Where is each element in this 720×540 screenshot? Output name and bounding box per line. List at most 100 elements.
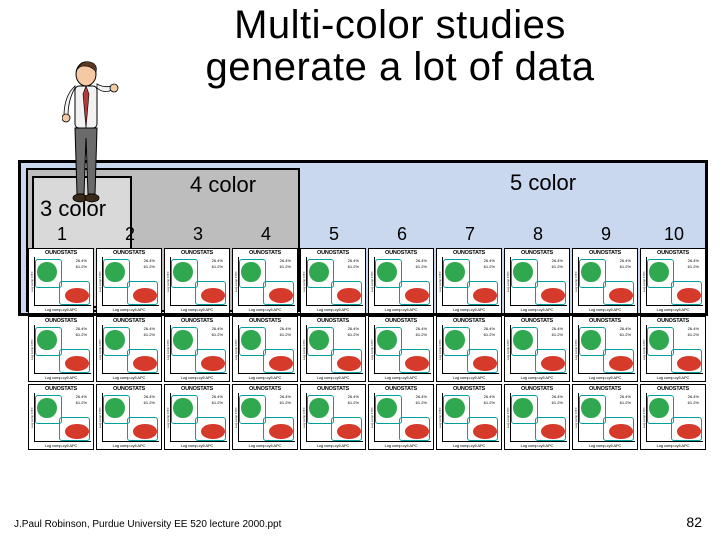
thumb-xaxis-label: Log comp-cy5 APC [97,375,161,381]
thumb-plot: 26.4% 61.2% [34,325,91,374]
thumb-title: OUNOSTATS [573,249,637,256]
thumb-xaxis-label: Log comp-cy5 APC [437,443,501,449]
column-number: 9 [572,224,640,245]
column-number: 6 [368,224,436,245]
thumb-yaxis-label: Log comp FITC [438,393,441,442]
thumb-title: OUNOSTATS [29,385,93,392]
thumb-xaxis-label: Log comp-cy5 APC [369,375,433,381]
thumb-title: OUNOSTATS [97,249,161,256]
thumb-yaxis-label: Log comp FITC [234,393,237,442]
page-title: Multi-color studies generate a lot of da… [100,4,700,88]
column-number: 3 [164,224,232,245]
thumb-pct-2: 61.2% [76,332,87,337]
scatter-thumbnail: OUNOSTATS Log comp FITC 26.4% 61.2% Log … [436,316,502,382]
thumb-plot: 26.4% 61.2% [510,325,567,374]
thumb-xaxis-label: Log comp-cy5 APC [573,307,637,313]
thumb-xaxis-label: Log comp-cy5 APC [505,443,569,449]
scatter-thumbnail: OUNOSTATS Log comp FITC 26.4% 61.2% Log … [640,384,706,450]
scatter-thumbnail: OUNOSTATS Log comp FITC 26.4% 61.2% Log … [504,248,570,314]
thumb-title: OUNOSTATS [573,385,637,392]
footer-page-number: 82 [686,514,702,530]
thumb-plot: 26.4% 61.2% [374,257,431,306]
thumb-yaxis-label: Log comp FITC [370,257,373,306]
thumb-plot: 26.4% 61.2% [306,257,363,306]
thumb-yaxis-label: Log comp FITC [302,325,305,374]
thumb-pct-1: 26.4% [212,394,223,399]
thumb-title: OUNOSTATS [301,385,365,392]
thumb-pct-1: 26.4% [688,394,699,399]
thumb-title: OUNOSTATS [233,385,297,392]
thumb-xaxis-label: Log comp-cy5 APC [641,443,705,449]
label-4-color: 4 color [190,172,256,198]
thumb-xaxis-label: Log comp-cy5 APC [301,443,365,449]
thumb-pct-2: 61.2% [144,264,155,269]
scatter-thumbnail: OUNOSTATS Log comp FITC 26.4% 61.2% Log … [28,316,94,382]
thumb-yaxis-label: Log comp FITC [234,325,237,374]
thumb-pct-2: 61.2% [212,264,223,269]
column-number: 10 [640,224,708,245]
scatter-thumbnail: OUNOSTATS Log comp FITC 26.4% 61.2% Log … [368,248,434,314]
thumb-pct-1: 26.4% [688,326,699,331]
thumb-pct-1: 26.4% [348,394,359,399]
scatter-thumbnail: OUNOSTATS Log comp FITC 26.4% 61.2% Log … [300,316,366,382]
thumb-pct-2: 61.2% [348,400,359,405]
scatter-thumbnail: OUNOSTATS Log comp FITC 26.4% 61.2% Log … [572,384,638,450]
thumb-plot: 26.4% 61.2% [306,393,363,442]
thumb-pct-2: 61.2% [620,264,631,269]
scatter-thumbnail: OUNOSTATS Log comp FITC 26.4% 61.2% Log … [96,384,162,450]
thumb-title: OUNOSTATS [369,317,433,324]
thumb-xaxis-label: Log comp-cy5 APC [437,375,501,381]
column-number: 4 [232,224,300,245]
thumb-pct-2: 61.2% [280,332,291,337]
thumb-title: OUNOSTATS [437,385,501,392]
thumb-pct-1: 26.4% [484,326,495,331]
thumb-yaxis-label: Log comp FITC [574,325,577,374]
thumb-pct-2: 61.2% [76,400,87,405]
thumb-pct-1: 26.4% [144,326,155,331]
thumb-pct-2: 61.2% [484,332,495,337]
thumb-plot: 26.4% 61.2% [442,257,499,306]
thumb-title: OUNOSTATS [641,249,705,256]
thumb-pct-2: 61.2% [144,400,155,405]
thumb-xaxis-label: Log comp-cy5 APC [165,307,229,313]
thumb-xaxis-label: Log comp-cy5 APC [97,443,161,449]
thumb-yaxis-label: Log comp FITC [642,257,645,306]
thumb-yaxis-label: Log comp FITC [30,393,33,442]
thumb-pct-1: 26.4% [280,258,291,263]
thumb-yaxis-label: Log comp FITC [302,393,305,442]
thumb-yaxis-label: Log comp FITC [642,325,645,374]
thumb-plot: 26.4% 61.2% [102,257,159,306]
thumb-yaxis-label: Log comp FITC [370,325,373,374]
thumb-pct-2: 61.2% [688,332,699,337]
thumb-xaxis-label: Log comp-cy5 APC [641,307,705,313]
thumb-title: OUNOSTATS [301,249,365,256]
scatter-thumbnail: OUNOSTATS Log comp FITC 26.4% 61.2% Log … [164,384,230,450]
thumb-pct-1: 26.4% [144,394,155,399]
thumb-yaxis-label: Log comp FITC [234,257,237,306]
thumb-xaxis-label: Log comp-cy5 APC [233,375,297,381]
thumb-plot: 26.4% 61.2% [510,257,567,306]
thumb-plot: 26.4% 61.2% [578,257,635,306]
thumb-yaxis-label: Log comp FITC [166,393,169,442]
thumb-xaxis-label: Log comp-cy5 APC [505,375,569,381]
scatter-thumbnail: OUNOSTATS Log comp FITC 26.4% 61.2% Log … [368,384,434,450]
scatter-thumbnail: OUNOSTATS Log comp FITC 26.4% 61.2% Log … [368,316,434,382]
footer-citation: J.Paul Robinson, Purdue University EE 52… [14,519,281,530]
thumb-yaxis-label: Log comp FITC [506,393,509,442]
thumb-pct-2: 61.2% [484,264,495,269]
thumb-pct-1: 26.4% [620,258,631,263]
thumb-xaxis-label: Log comp-cy5 APC [29,307,93,313]
thumb-pct-2: 61.2% [688,264,699,269]
thumb-pct-1: 26.4% [144,258,155,263]
thumb-pct-1: 26.4% [280,326,291,331]
scatter-thumbnail: OUNOSTATS Log comp FITC 26.4% 61.2% Log … [164,316,230,382]
thumb-title: OUNOSTATS [29,249,93,256]
thumb-xaxis-label: Log comp-cy5 APC [505,307,569,313]
thumb-yaxis-label: Log comp FITC [574,257,577,306]
thumb-title: OUNOSTATS [369,249,433,256]
thumb-pct-1: 26.4% [76,394,87,399]
thumb-title: OUNOSTATS [505,249,569,256]
thumb-pct-1: 26.4% [416,394,427,399]
thumb-xaxis-label: Log comp-cy5 APC [233,307,297,313]
thumb-plot: 26.4% 61.2% [102,393,159,442]
